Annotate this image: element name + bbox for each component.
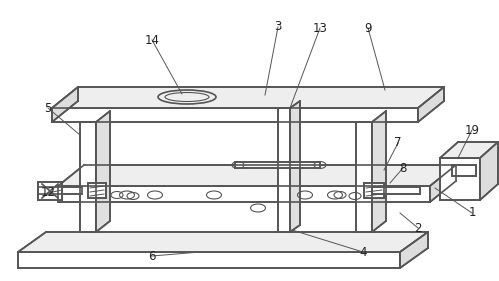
Text: 6: 6	[148, 250, 156, 262]
Polygon shape	[18, 232, 428, 252]
Polygon shape	[372, 187, 420, 194]
Polygon shape	[96, 111, 110, 232]
Polygon shape	[290, 101, 300, 232]
Text: 1: 1	[468, 207, 476, 219]
Polygon shape	[452, 165, 476, 176]
Text: 3: 3	[274, 21, 282, 33]
Polygon shape	[400, 232, 428, 268]
Text: 4: 4	[359, 246, 367, 259]
Text: 19: 19	[465, 124, 480, 137]
Polygon shape	[480, 142, 498, 200]
Text: 13: 13	[312, 22, 327, 35]
Text: 9: 9	[364, 22, 372, 35]
Text: 14: 14	[145, 33, 160, 46]
Polygon shape	[418, 87, 444, 122]
Text: 5: 5	[44, 101, 52, 114]
Polygon shape	[372, 111, 386, 232]
Polygon shape	[440, 158, 480, 200]
Polygon shape	[440, 142, 498, 158]
Polygon shape	[52, 87, 78, 122]
Polygon shape	[278, 108, 290, 232]
Text: 8: 8	[399, 162, 407, 175]
Polygon shape	[235, 162, 320, 168]
Polygon shape	[38, 182, 62, 200]
Text: 12: 12	[40, 187, 55, 200]
Polygon shape	[52, 108, 418, 122]
Polygon shape	[356, 122, 372, 232]
Polygon shape	[364, 183, 384, 198]
Polygon shape	[38, 187, 82, 194]
Polygon shape	[430, 165, 456, 202]
Polygon shape	[80, 122, 96, 232]
Text: 2: 2	[414, 221, 422, 235]
Polygon shape	[58, 186, 430, 202]
Polygon shape	[18, 252, 400, 268]
Text: 7: 7	[394, 137, 402, 149]
Polygon shape	[58, 165, 456, 186]
Polygon shape	[88, 183, 106, 198]
Polygon shape	[52, 87, 444, 108]
